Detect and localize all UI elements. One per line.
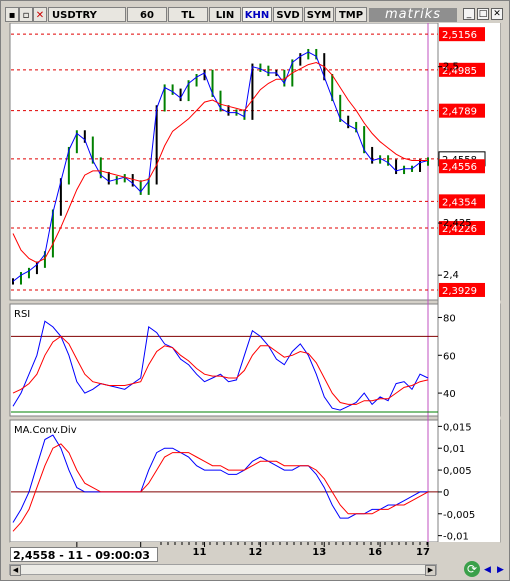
price-panel[interactable] (9, 23, 501, 301)
time-axis-label: 12 (248, 547, 262, 558)
macd-axis-label: 0,01 (443, 444, 465, 455)
time-axis-label: 13 (312, 547, 326, 558)
price-tag-label: 2,4985 (442, 66, 477, 77)
cursor-readout: 2,4558 - 11 - 09:00:03 (10, 547, 158, 562)
macd-panel[interactable] (9, 419, 501, 543)
price-axis-label: 2,5 (443, 62, 459, 73)
price-tag-label: 2,4354 (442, 197, 477, 208)
rsi-signal-line (12, 335, 429, 405)
price-tag-label: 2,5156 (442, 30, 477, 41)
macd-axis-label: 0,005 (443, 466, 472, 477)
price-tag-bg (439, 27, 485, 42)
chart-area[interactable]: 2,51562,49852,47892,45582,45562,43542,42… (1, 23, 510, 563)
price-tag-bg (439, 62, 485, 77)
symbol-field[interactable]: USDTRY (48, 7, 126, 22)
tmp-button[interactable]: TMP (335, 7, 367, 22)
toolbar: ▪ ▫ ✕ USDTRY 60 TL LIN KHN SVD SYM TMP m… (3, 7, 507, 24)
macd-axis-label: 0 (443, 488, 449, 499)
price-line (12, 51, 429, 282)
rsi-line (12, 320, 429, 411)
price-axis-label: 2,4 (443, 270, 459, 281)
macd-axis-label: 0,015 (443, 422, 472, 433)
svd-button[interactable]: SVD (273, 7, 303, 22)
price-axis-label: 2,425 (443, 218, 472, 229)
lin-button[interactable]: LIN (209, 7, 241, 22)
maximize-button[interactable]: □ (477, 8, 489, 20)
rsi-panel[interactable] (9, 303, 501, 417)
close-window-button[interactable]: ✕ (491, 8, 503, 20)
triangle-right-icon[interactable]: ▶ (497, 565, 504, 575)
close-chart-icon[interactable]: ✕ (33, 7, 47, 22)
sym-button[interactable]: SYM (304, 7, 334, 22)
macd-label: MA.Conv.Div (14, 425, 77, 436)
time-axis-label: 11 (193, 547, 207, 558)
arrow-left-icon[interactable]: ◀ (10, 565, 21, 576)
price-axis-area (438, 23, 500, 542)
price-tag-bg (439, 194, 485, 209)
time-axis-label: 17 (416, 547, 430, 558)
arrow-right-icon[interactable]: ▶ (425, 565, 436, 576)
macd-axis-label: -0,01 (443, 532, 469, 543)
bottom-bar: ◀ ▶ ⟳ ◀ ▶ (9, 561, 509, 577)
chart-settings-icon[interactable]: ▫ (19, 7, 33, 22)
horizontal-scrollbar[interactable]: ◀ ▶ (9, 564, 437, 576)
matriks-logo: matriks (369, 8, 457, 22)
moving-average-line (12, 61, 428, 264)
price-tag-label: 2,4556 (442, 162, 477, 173)
price-tag-label: 2,4226 (442, 224, 477, 235)
time-axis-label: 16 (368, 547, 382, 558)
price-tag-bg (439, 282, 485, 297)
macd-axis-label: -0,005 (443, 510, 475, 521)
triangle-left-icon[interactable]: ◀ (484, 565, 491, 575)
macd-signal-line (12, 443, 429, 532)
minimize-button[interactable]: _ (463, 8, 475, 20)
rsi-axis-label: 40 (443, 389, 456, 400)
rsi-label: RSI (14, 309, 30, 320)
period-selector[interactable]: 60 (127, 7, 167, 22)
price-tag-label: 2,4789 (442, 107, 477, 118)
rsi-axis-label: 60 (443, 351, 456, 362)
rsi-axis-label: 80 (443, 313, 456, 324)
price-tag-label: 2,3929 (442, 286, 477, 297)
price-tag-bg (439, 221, 485, 236)
window-menu-icon[interactable]: ▪ (5, 7, 19, 22)
price-tag-bg (439, 159, 485, 174)
khn-button[interactable]: KHN (242, 7, 272, 22)
price-tag-bg (439, 103, 485, 118)
tl-button[interactable]: TL (168, 7, 208, 22)
refresh-icon[interactable]: ⟳ (464, 561, 480, 577)
